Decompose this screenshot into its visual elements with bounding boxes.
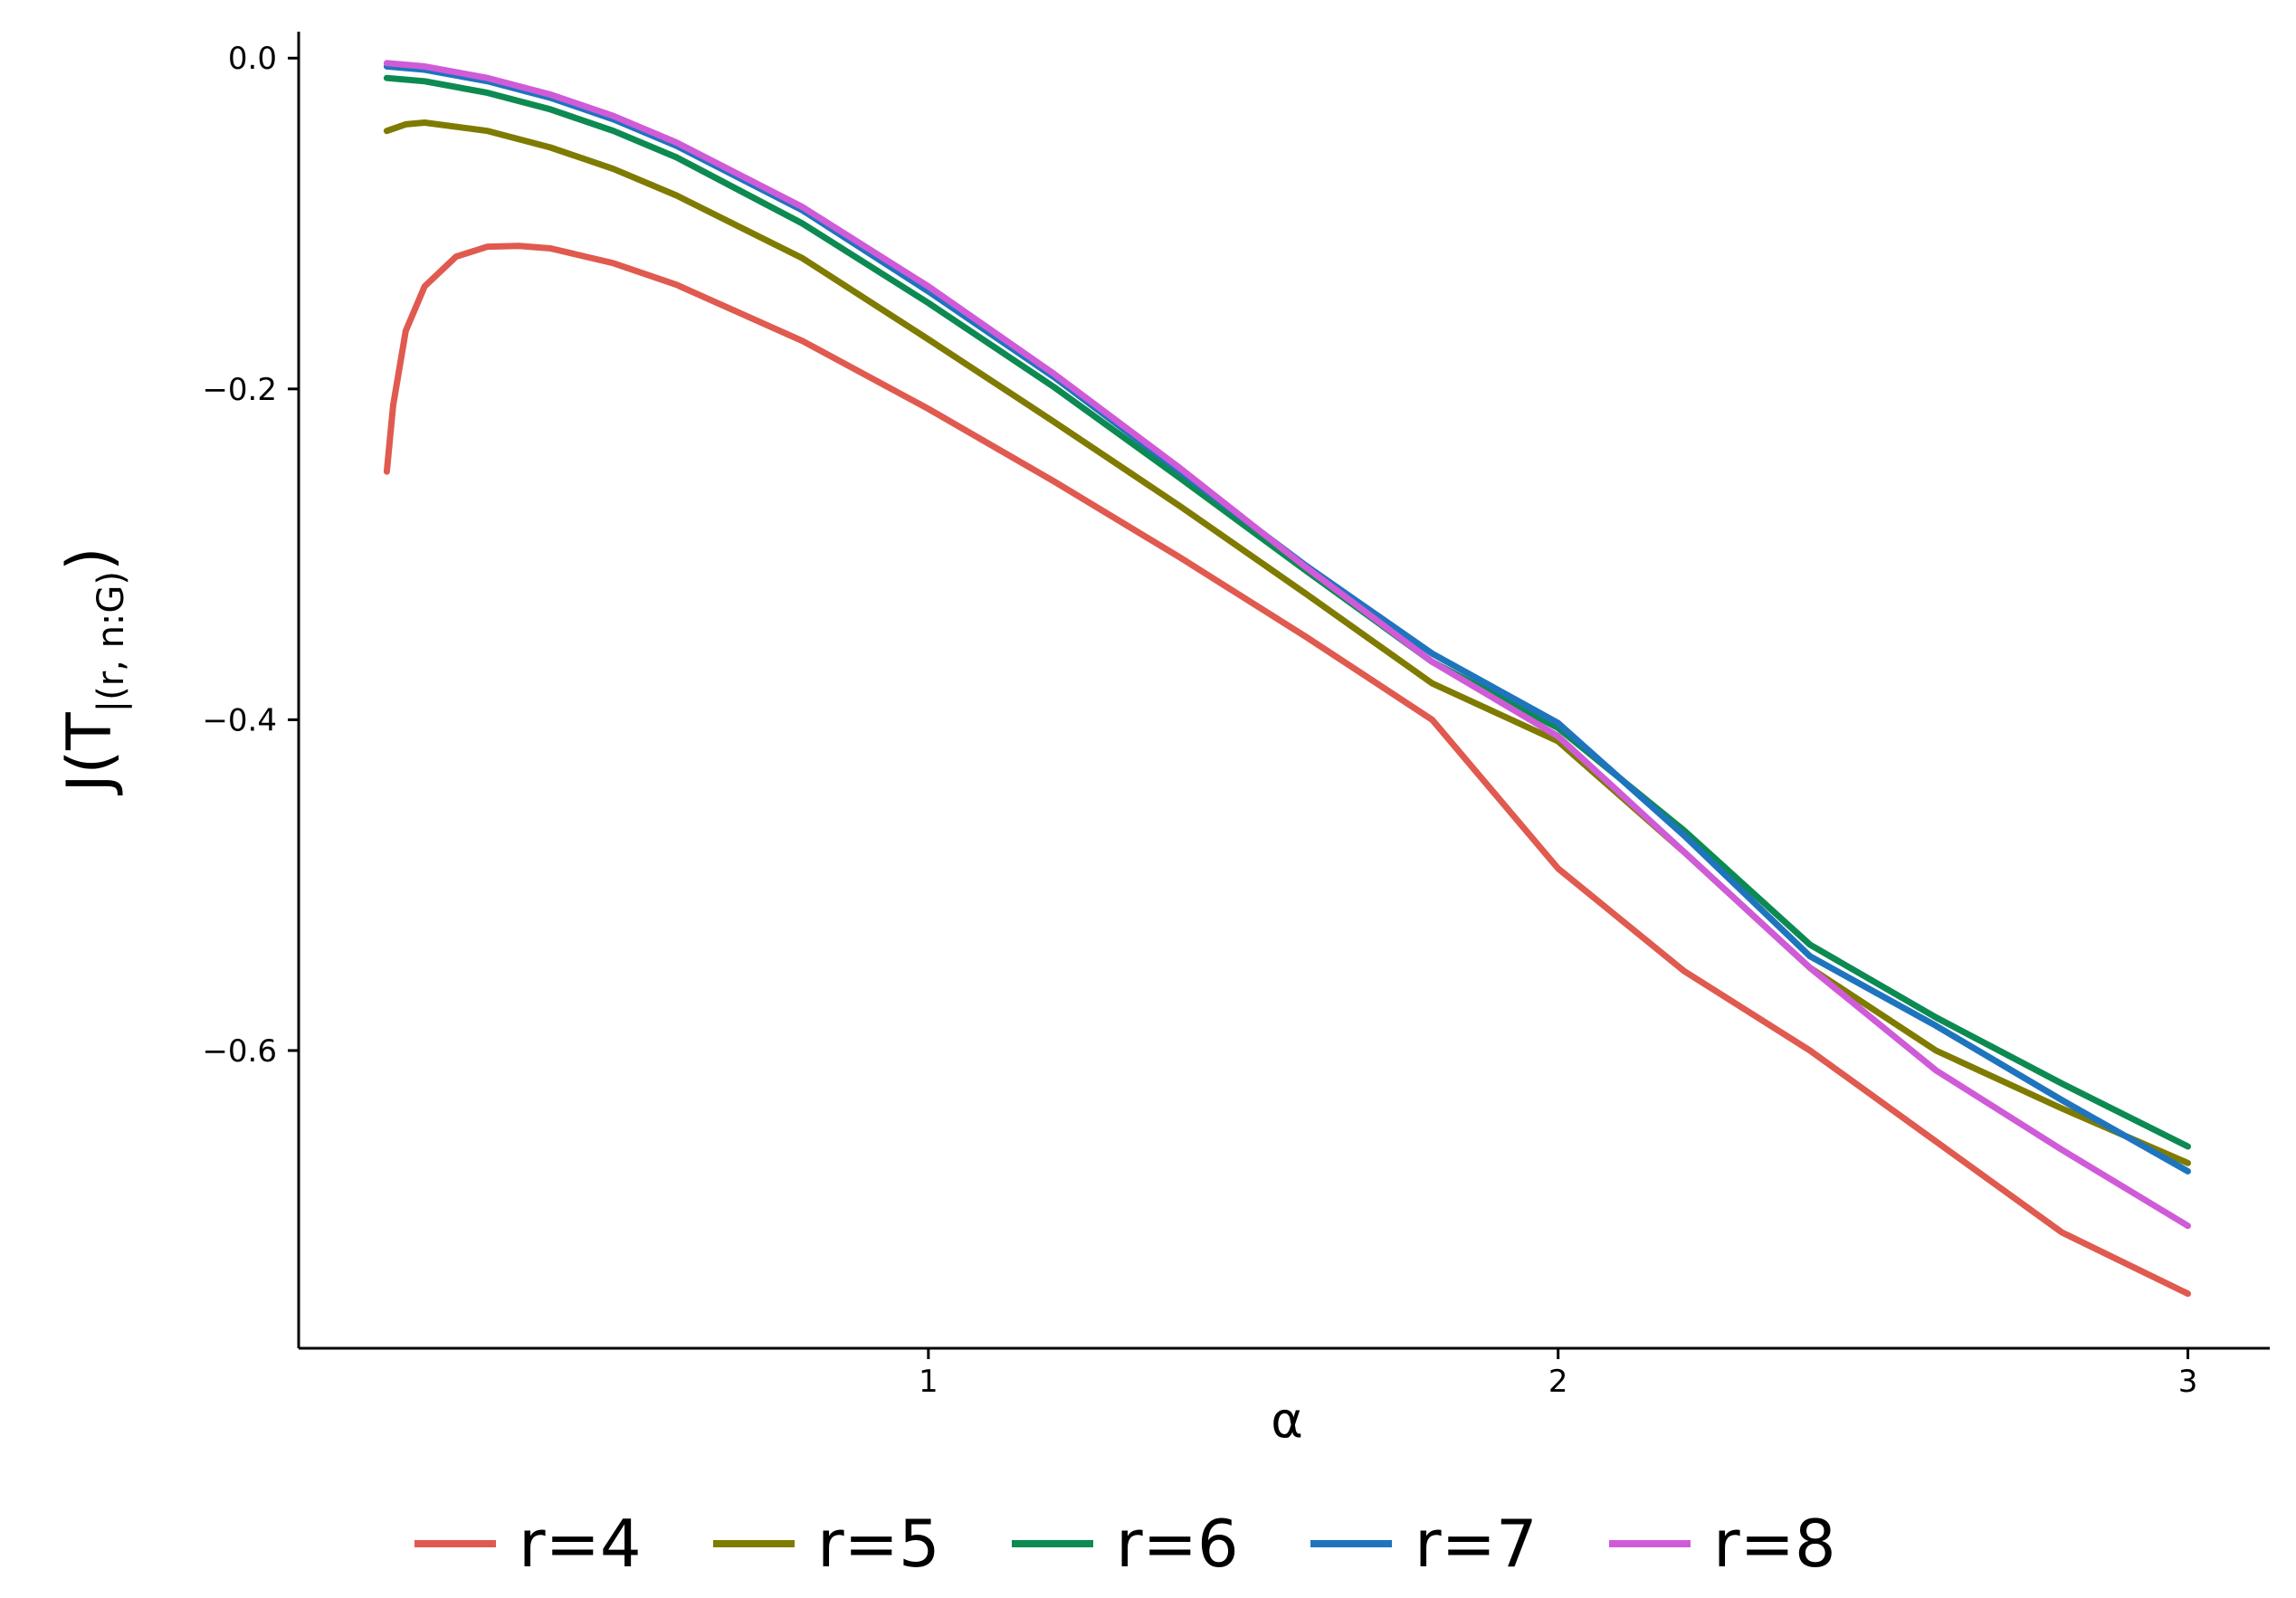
x-axis-title: α [1271,1392,1303,1449]
x-tick-label: 2 [1548,1364,1568,1400]
y-axis-title-main: J(T [54,712,126,796]
series-line-1 [383,243,2191,1298]
series-line-3 [383,74,2191,1150]
legend-label-3: r=6 [1116,1506,1239,1582]
y-tick-label: −0.6 [202,1033,277,1070]
y-tick-label: 0.0 [228,41,277,77]
y-tick-label: −0.2 [202,372,277,408]
y-axis-title-close: ) [54,547,126,571]
legend-label-5: r=8 [1713,1506,1836,1582]
legend-label-1: r=4 [519,1506,642,1582]
legend: r=4 r=5 r=6 r=7 r=8 [414,1506,1836,1582]
legend-label-2: r=5 [817,1506,940,1582]
x-tick-label: 3 [2178,1364,2198,1400]
series-lines [383,60,2191,1298]
series-line-5 [383,60,2191,1230]
y-axis-title-subscript: |(r, n:G) [91,571,132,712]
x-tick-label: 1 [919,1364,938,1400]
y-tick-label: −0.4 [202,702,277,738]
axis-ticks: 1 2 3 0.0 −0.2 −0.4 −0.6 [202,41,2197,1400]
legend-label-4: r=7 [1415,1506,1538,1582]
y-axis-title: J(T|(r, n:G)) [54,547,132,795]
